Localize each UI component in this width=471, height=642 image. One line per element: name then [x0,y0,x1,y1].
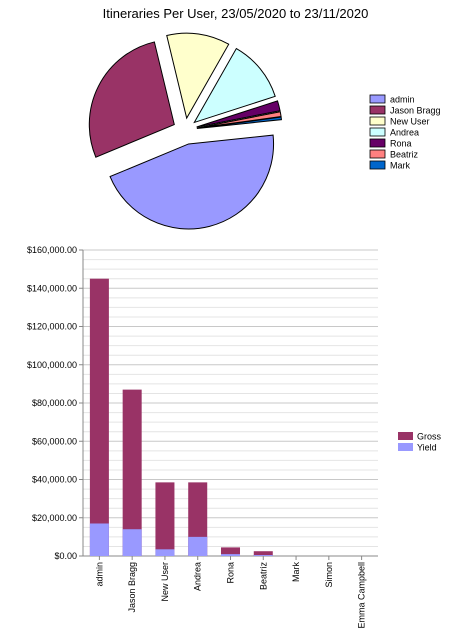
x-tick-label-new-user: New User [160,562,170,602]
bar-yield-andrea [188,536,208,556]
chart-title: Itineraries Per User, 23/05/2020 to 23/1… [102,6,369,21]
y-tick-label: $100,000.00 [27,360,77,370]
x-tick-label-rona: Rona [226,562,236,584]
y-tick-label: $160,000.00 [27,245,77,255]
x-tick-label-admin: admin [94,562,104,587]
y-tick-label: $140,000.00 [27,283,77,293]
pie-legend-swatch-mark [369,160,386,170]
pie-slice-admin [109,134,275,230]
bar-legend-swatch-gross [398,432,413,440]
pie-legend-label-andrea: Andrea [390,128,419,138]
y-tick-label: $20,000.00 [32,513,77,523]
bar-gross-beatriz [253,551,273,556]
pie-legend-swatch-jason-bragg [369,105,386,115]
y-tick-label: $0.00 [54,551,77,561]
x-tick-label-andrea: Andrea [193,562,203,591]
bar-yield-rona [220,554,241,556]
pie-legend-label-beatriz: Beatriz [390,150,419,160]
bar-gross-admin [89,278,109,556]
bar-gross-new-user [155,482,175,556]
bar-yield-beatriz [253,555,273,556]
x-tick-label-mark: Mark [291,562,301,582]
bar-yield-new-user [155,549,175,556]
pie-legend-label-rona: Rona [390,139,412,149]
y-tick-label: $80,000.00 [32,398,77,408]
bar-gross-rona [220,547,241,556]
bar-legend-label-gross: Gross [417,432,442,442]
pie-legend-swatch-rona [369,138,386,148]
pie-slice-beatriz [196,111,282,129]
pie-legend-swatch-beatriz [369,149,386,159]
pie-slice-mark [196,116,282,130]
pie-legend-swatch-new-user [369,116,386,126]
x-tick-label-jason-bragg: Jason Bragg [127,562,137,613]
x-tick-label-beatriz: Beatriz [258,562,268,591]
pie-slice-jason-bragg [88,41,175,158]
pie-slice-new-user [166,32,230,120]
pie-legend-label-admin: admin [390,95,415,105]
bar-yield-admin [89,523,109,556]
bar-legend-swatch-yield [398,443,413,451]
y-tick-label: $120,000.00 [27,322,77,332]
bar-gross-jason-bragg [122,389,142,556]
y-tick-label: $60,000.00 [32,436,77,446]
pie-legend-swatch-andrea [369,127,386,137]
bar-yield-jason-bragg [122,529,142,556]
pie-slice-andrea [193,47,276,124]
x-tick-label-simon: Simon [324,562,334,588]
x-tick-label-emma-campbell: Emma Campbell [357,562,367,629]
pie-legend-label-mark: Mark [390,161,410,171]
y-tick-label: $40,000.00 [32,475,77,485]
pie-legend-label-new-user: New User [390,117,430,127]
pie-legend-label-jason-bragg: Jason Bragg [390,106,441,116]
pie-slice-rona [196,100,281,128]
pie-legend-swatch-admin [369,94,386,104]
bar-legend-label-yield: Yield [417,443,437,453]
